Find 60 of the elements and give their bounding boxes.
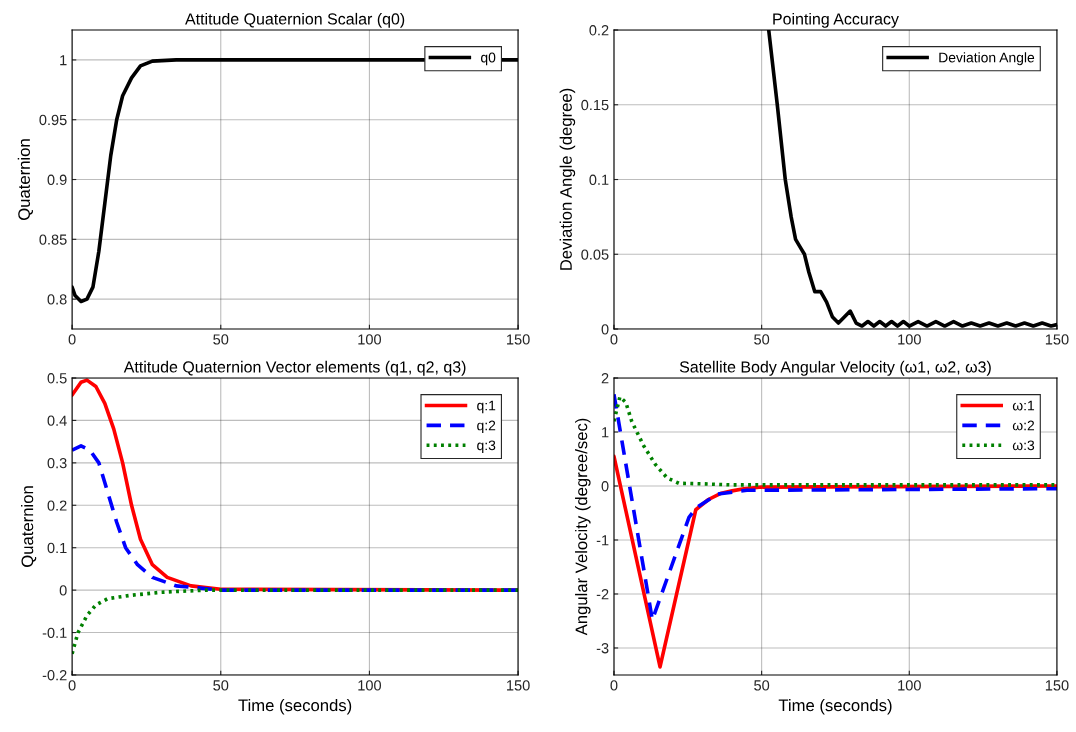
y-axis-title: Angular Velocity (degree/sec) [575, 418, 591, 636]
y-tick-label: 0.4 [47, 415, 67, 426]
x-tick-label: 0 [610, 680, 618, 691]
line-series [613, 395, 1057, 487]
chart-title: Attitude Quaternion Vector elements (q1, q2, q3) [123, 360, 466, 376]
x-tick-label: 50 [213, 334, 229, 345]
y-tick-label: 0 [59, 585, 67, 596]
chart-title: Pointing Accuracy [773, 12, 899, 28]
x-tick-label: 0 [68, 334, 76, 345]
y-tick-label: 0.1 [47, 542, 67, 554]
legend-label: Deviation Angle [939, 52, 1035, 66]
y-tick-label: 0.3 [47, 457, 67, 469]
y-tick-label: -2 [596, 589, 609, 600]
y-tick-label: -0.2 [42, 670, 67, 681]
y-tick-label: 0.9 [47, 174, 67, 185]
y-axis-title: Quaternion [17, 139, 33, 220]
line-series [72, 588, 519, 656]
legend-label: ω:3 [1012, 440, 1035, 451]
x-axis-title: Time (seconds) [238, 698, 352, 715]
x-tick-label: 50 [213, 680, 229, 691]
x-tick-label: 50 [754, 680, 770, 691]
x-tick-label: 100 [358, 334, 382, 345]
chart-title: Satellite Body Angular Velocity (ω1, ω2, ω3) [679, 360, 991, 376]
y-axis-title: Deviation Angle (degree) [559, 88, 576, 270]
y-tick-label: 0 [601, 324, 609, 335]
y-axis-title: Quaternion [21, 486, 37, 567]
x-tick-label: 0 [68, 680, 76, 691]
legend-label: q0 [481, 52, 496, 66]
y-tick-label: 0.8 [47, 294, 67, 305]
y-tick-label: 0.05 [581, 249, 609, 260]
y-tick-label: 0.5 [47, 373, 67, 384]
y-tick-label: -1 [596, 535, 609, 546]
x-tick-label: 0 [610, 334, 618, 345]
y-tick-label: 0.95 [39, 114, 67, 126]
y-tick-label: 1 [60, 55, 67, 66]
legend-label: q:1 [477, 400, 496, 414]
x-axis-title: Time (seconds) [778, 698, 892, 715]
y-tick-label: 0.2 [47, 500, 67, 511]
legend-label: ω:2 [1012, 420, 1035, 431]
y-tick-label: 0 [601, 481, 609, 492]
chart-title: Attitude Quaternion Scalar (q0) [185, 12, 405, 28]
y-tick-label: -3 [596, 643, 609, 654]
legend-label: q:2 [477, 420, 496, 434]
x-tick-label: 50 [754, 334, 770, 345]
y-tick-label: 0.15 [581, 99, 609, 111]
x-tick-label: 100 [898, 680, 921, 691]
x-tick-label: 150 [507, 680, 530, 691]
x-tick-label: 150 [507, 334, 530, 345]
legend-label: q:3 [477, 440, 496, 453]
x-tick-label: 100 [898, 334, 921, 345]
y-tick-label: 0.2 [589, 25, 609, 36]
y-tick-label: 0.85 [39, 234, 67, 245]
x-tick-label: 150 [1045, 334, 1069, 345]
y-tick-label: 0.1 [589, 174, 609, 185]
y-tick-label: 1 [602, 427, 609, 438]
y-tick-label: -0.1 [42, 627, 67, 638]
y-tick-label: 2 [601, 373, 609, 384]
x-tick-label: 150 [1045, 680, 1069, 691]
x-tick-label: 100 [358, 680, 382, 691]
legend-label: ω:1 [1012, 400, 1035, 411]
